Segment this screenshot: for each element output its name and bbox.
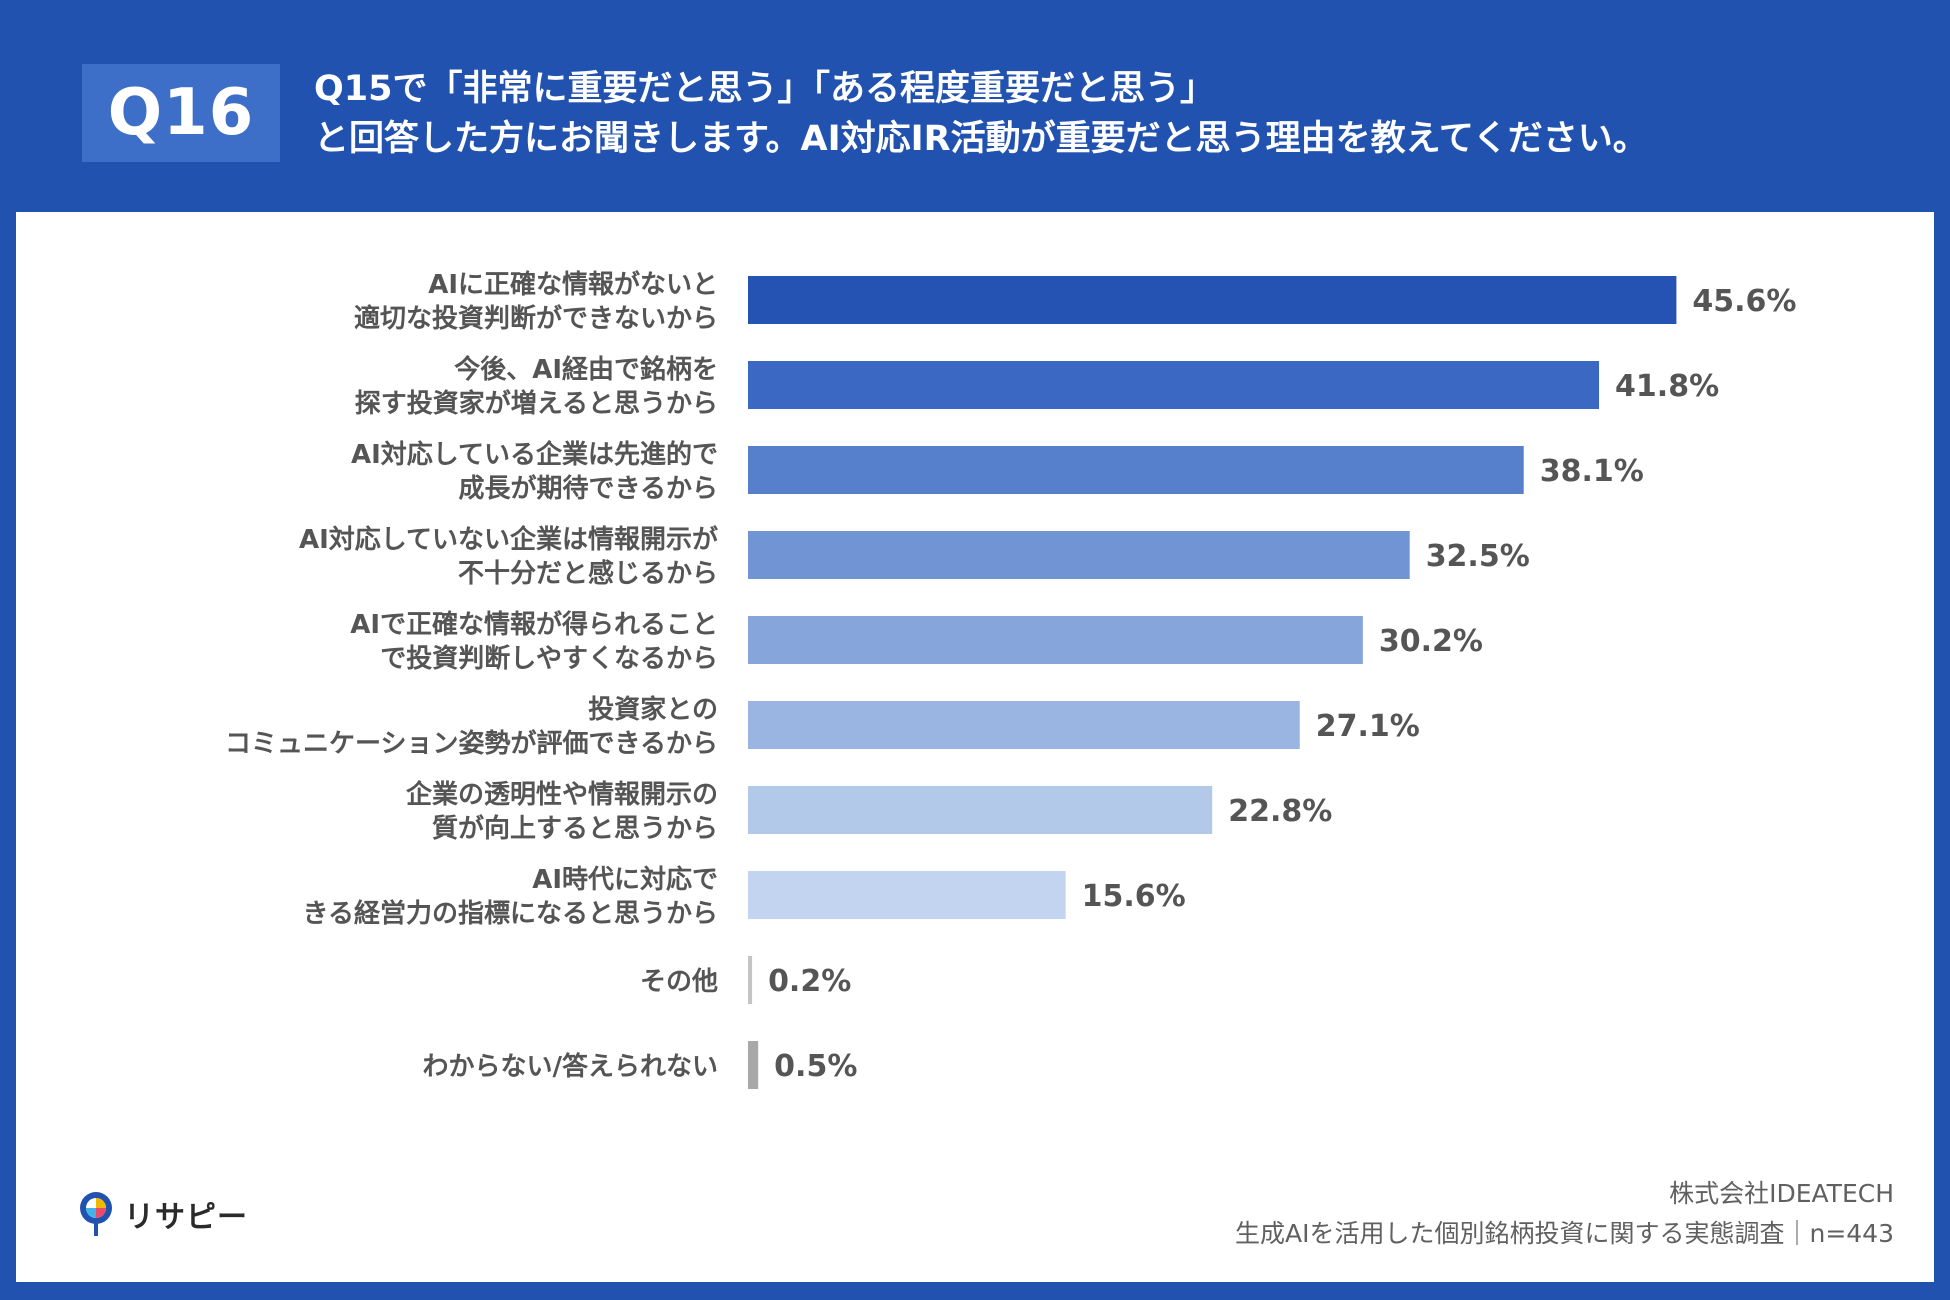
brand-logo: リサピー: [76, 1190, 248, 1238]
bar: [748, 531, 1410, 579]
bar: [748, 276, 1677, 324]
category-label: で投資判断しやすくなるから: [380, 643, 718, 674]
category-label: 質が向上すると思うから: [432, 813, 718, 844]
value-label: 38.1%: [1540, 454, 1644, 489]
category-label: その他: [640, 967, 718, 997]
bar: [748, 446, 1524, 494]
bar: [748, 956, 753, 1004]
category-label: 探す投資家が増えると思うから: [355, 388, 718, 419]
value-label: 15.6%: [1082, 879, 1186, 914]
bar: [748, 701, 1300, 749]
value-label: 32.5%: [1426, 539, 1530, 574]
category-label: AI対応している企業は先進的で: [351, 439, 718, 470]
category-label: 企業の透明性や情報開示の: [406, 779, 718, 810]
category-label: 今後、AI経由で銘柄を: [454, 354, 718, 385]
header: Q16 Q15で「非常に重要だと思う」「ある程度重要だと思う」 と回答した方にお…: [0, 0, 1950, 212]
bar: [748, 1041, 759, 1089]
category-label: 成長が期待できるから: [459, 473, 718, 504]
value-label: 41.8%: [1615, 369, 1719, 404]
category-label: AI対応していない企業は情報開示が: [299, 524, 718, 555]
bar: [748, 786, 1213, 834]
chart-panel: AIに正確な情報がないと 適切な投資判断ができないから 45.6% 今後、AI経由で銘…: [16, 212, 1934, 1282]
category-label: AIで正確な情報が得られること: [350, 609, 718, 640]
question-title-line-2: と回答した方にお聞きします。AI対応IR活動が重要だと思う理由を教えてください。: [314, 119, 1648, 159]
question-badge: Q16: [82, 64, 280, 162]
category-label: 適切な投資判断ができないから: [354, 303, 718, 334]
question-title: Q15で「非常に重要だと思う」「ある程度重要だと思う」 と回答した方にお聞きしま…: [314, 64, 1914, 164]
credit: 株式会社IDEATECH 生成AIを活用した個別銘柄投資に関する実態調査｜n=4…: [1235, 1174, 1894, 1254]
location-pin-icon: [80, 1192, 112, 1236]
category-label: AIに正確な情報がないと: [428, 269, 718, 300]
survey-name: 生成AIを活用した個別銘柄投資に関する実態調査｜n=443: [1235, 1219, 1894, 1248]
bar: [748, 616, 1363, 664]
category-label: 不十分だと感じるから: [458, 559, 718, 589]
value-label: 30.2%: [1379, 624, 1483, 659]
bar: [748, 361, 1600, 409]
value-label: 27.1%: [1316, 709, 1420, 744]
value-label: 22.8%: [1228, 794, 1332, 829]
category-label: コミュニケーション姿勢が評価できるから: [225, 728, 718, 759]
bar: [748, 871, 1066, 919]
value-label: 0.5%: [774, 1049, 857, 1084]
category-label: わからない/答えられない: [423, 1051, 719, 1082]
category-label: AI時代に対応で: [532, 864, 718, 895]
logo-text: リサピー: [124, 1200, 248, 1235]
value-label: 0.2%: [768, 964, 851, 999]
category-label: 投資家との: [588, 694, 718, 725]
question-title-line-1: Q15で「非常に重要だと思う」「ある程度重要だと思う」: [314, 69, 1215, 109]
value-label: 45.6%: [1692, 284, 1796, 319]
company-name: 株式会社IDEATECH: [1669, 1179, 1894, 1208]
category-label: きる経営力の指標になると思うから: [303, 898, 718, 929]
